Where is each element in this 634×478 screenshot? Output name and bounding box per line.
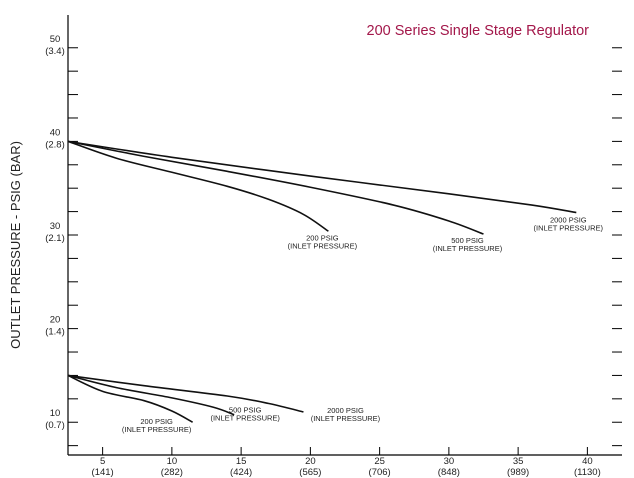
y-tick-label: 40: [50, 127, 61, 138]
x-tick-sublabel: (141): [92, 467, 114, 478]
y-tick-sublabel: (2.1): [45, 233, 65, 244]
series-line: [67, 140, 329, 232]
series-label: 200 PSIG: [140, 417, 173, 426]
x-tick-sublabel: (1130): [574, 467, 601, 478]
series-label: 2000 PSIG: [550, 216, 587, 225]
x-tick-sublabel: (848): [438, 467, 460, 478]
x-tick-label: 40: [582, 456, 593, 467]
x-tick-sublabel: (424): [230, 467, 252, 478]
series-line: [67, 374, 194, 423]
series-label: 2000 PSIG: [327, 406, 364, 415]
y-tick-label: 50: [50, 34, 61, 45]
y-tick-sublabel: (0.7): [45, 420, 65, 431]
x-tick-sublabel: (706): [369, 467, 391, 478]
y-tick-label: 10: [50, 408, 61, 419]
series-sublabel: (INLET PRESSURE): [122, 425, 192, 434]
chart-axes: 10(0.7)20(1.4)30(2.1)40(2.8)50(3.4)5(141…: [45, 15, 622, 478]
y-tick-label: 30: [50, 221, 61, 232]
series-sublabel: (INLET PRESSURE): [210, 414, 280, 423]
series-label: 500 PSIG: [229, 406, 262, 415]
series-line: [67, 140, 577, 214]
y-tick-sublabel: (2.8): [45, 139, 65, 150]
series-sublabel: (INLET PRESSURE): [433, 244, 503, 253]
series-sublabel: (INLET PRESSURE): [311, 414, 381, 423]
x-tick-sublabel: (282): [161, 467, 183, 478]
x-tick-label: 20: [305, 456, 316, 467]
x-tick-sublabel: (565): [299, 467, 321, 478]
series-layer: 200 PSIG(INLET PRESSURE)500 PSIG(INLET P…: [67, 140, 604, 434]
x-tick-label: 30: [444, 456, 455, 467]
series-label: 500 PSIG: [451, 236, 484, 245]
x-tick-label: 25: [374, 456, 385, 467]
x-tick-sublabel: (989): [507, 467, 529, 478]
series-line: [67, 374, 235, 416]
chart-title: 200 Series Single Stage Regulator: [367, 23, 590, 39]
x-tick-label: 15: [236, 456, 247, 467]
series-line: [67, 140, 484, 235]
y-tick-sublabel: (3.4): [45, 46, 65, 57]
y-tick-sublabel: (1.4): [45, 327, 65, 338]
y-axis-label: OUTLET PRESSURE - PSIG (BAR): [8, 141, 23, 349]
series-sublabel: (INLET PRESSURE): [288, 241, 358, 250]
series-sublabel: (INLET PRESSURE): [534, 224, 604, 233]
series-label: 200 PSIG: [306, 233, 339, 242]
y-tick-label: 20: [50, 315, 61, 326]
series-line: [67, 374, 304, 413]
x-tick-label: 5: [100, 456, 105, 467]
x-tick-label: 35: [513, 456, 524, 467]
x-tick-label: 10: [167, 456, 178, 467]
